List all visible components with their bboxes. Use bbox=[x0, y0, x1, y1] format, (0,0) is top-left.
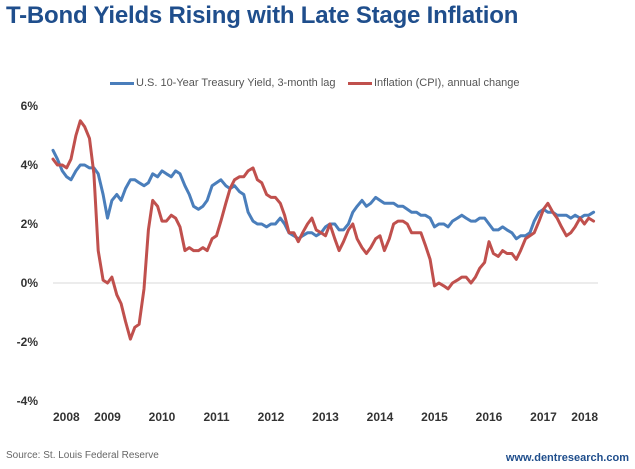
y-tick-label: 4% bbox=[21, 158, 39, 172]
x-tick-label: 2011 bbox=[203, 410, 229, 424]
y-tick-label: 0% bbox=[21, 276, 39, 290]
legend-item-treasury: U.S. 10-Year Treasury Yield, 3-month lag bbox=[110, 77, 336, 89]
y-tick-label: -2% bbox=[17, 335, 39, 349]
y-tick-label: 2% bbox=[21, 217, 39, 231]
legend-label-inflation: Inflation (CPI), annual change bbox=[374, 77, 520, 89]
legend-swatch-inflation bbox=[348, 81, 372, 85]
x-tick-label: 2015 bbox=[421, 410, 448, 424]
x-tick-label: 2009 bbox=[94, 410, 121, 424]
x-tick-label: 2014 bbox=[367, 410, 394, 424]
legend-swatch-treasury bbox=[110, 81, 134, 85]
website-label: www.dentresearch.com bbox=[505, 452, 629, 464]
x-tick-label: 2010 bbox=[149, 410, 176, 424]
y-tick-label: -4% bbox=[17, 394, 39, 408]
x-tick-label: 2008 bbox=[53, 410, 80, 424]
treasury-yield-line bbox=[51, 148, 596, 241]
inflation-line bbox=[51, 119, 596, 341]
y-tick-label: 6% bbox=[21, 99, 39, 113]
x-tick-label: 2016 bbox=[476, 410, 503, 424]
x-tick-label: 2012 bbox=[258, 410, 285, 424]
legend-label-treasury: U.S. 10-Year Treasury Yield, 3-month lag bbox=[136, 77, 336, 89]
source-note: Source: St. Louis Federal Reserve bbox=[6, 450, 159, 461]
legend-item-inflation: Inflation (CPI), annual change bbox=[348, 77, 520, 89]
chart-legend: U.S. 10-Year Treasury Yield, 3-month lag… bbox=[0, 77, 635, 93]
x-tick-label: 2013 bbox=[312, 410, 339, 424]
chart-title: T-Bond Yields Rising with Late Stage Inf… bbox=[6, 2, 519, 29]
x-tick-label: 2017 bbox=[530, 410, 557, 424]
x-tick-label: 2018 bbox=[571, 410, 598, 424]
